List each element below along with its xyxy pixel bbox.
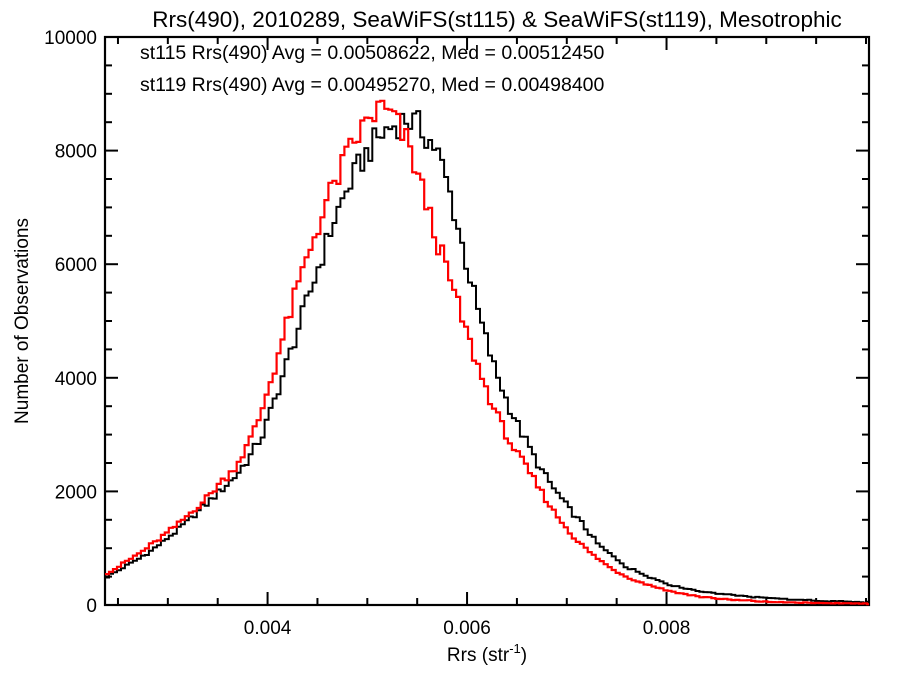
legend-st115: st115 Rrs(490) Avg = 0.00508622, Med = 0… [140,42,605,64]
x-tick-labels: 0.004 0.006 0.008 [244,618,691,639]
st119-curve [105,99,869,606]
y-tick-label: 4000 [55,369,97,390]
legend-st119: st119 Rrs(490) Avg = 0.00495270, Med = 0… [140,74,605,96]
y-tick-label: 10000 [44,28,97,49]
y-tick-label: 8000 [55,142,97,163]
plot-frame [103,35,871,607]
y-tick-label: 0 [86,596,97,617]
axis-ticks [105,36,869,606]
x-tick-label: 0.004 [244,618,292,639]
histogram-curves [105,99,869,606]
y-axis-title: Number of Observations [12,218,33,424]
chart-title: Rrs(490), 2010289, SeaWiFS(st115) & SeaW… [152,7,841,32]
x-tick-label: 0.008 [643,618,691,639]
plot-border [103,35,871,607]
x-axis-title: Rrs (str-1) [447,641,527,666]
y-tick-labels: 0 2000 4000 6000 8000 10000 [44,28,97,617]
y-tick-label: 6000 [55,255,97,276]
y-tick-label: 2000 [55,482,97,503]
x-tick-label: 0.006 [443,618,491,639]
st115-curve [105,110,869,604]
